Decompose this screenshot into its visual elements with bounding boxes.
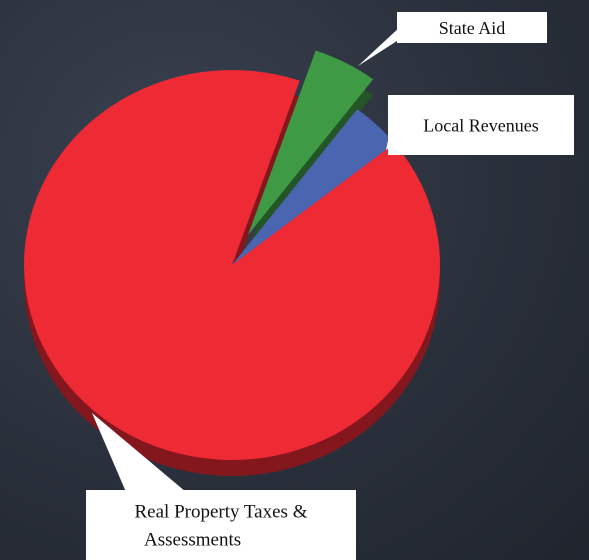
callout-box bbox=[86, 490, 356, 560]
pie-slice-0 bbox=[247, 50, 374, 235]
callout-0: State Aid bbox=[358, 12, 547, 66]
callout-label: Assessments bbox=[144, 530, 241, 551]
pie-slice-1 bbox=[232, 109, 395, 265]
callout-pointer bbox=[358, 25, 401, 66]
callout-2: Real Property Taxes & Assessments bbox=[86, 413, 356, 560]
callout-1: Local Revenues bbox=[386, 95, 574, 155]
pie-slice-2 bbox=[23, 69, 440, 461]
callout-box bbox=[388, 95, 574, 155]
callout-pointer bbox=[92, 413, 186, 492]
callout-label: Local Revenues bbox=[423, 115, 538, 135]
callout-label: State Aid bbox=[439, 18, 506, 38]
callout-label: Real Property Taxes & bbox=[135, 502, 308, 523]
callout-layer: State Aid Local Revenues Real Property Tax… bbox=[86, 12, 574, 560]
callout-box bbox=[397, 12, 547, 43]
pie-slice-layer bbox=[23, 50, 440, 461]
